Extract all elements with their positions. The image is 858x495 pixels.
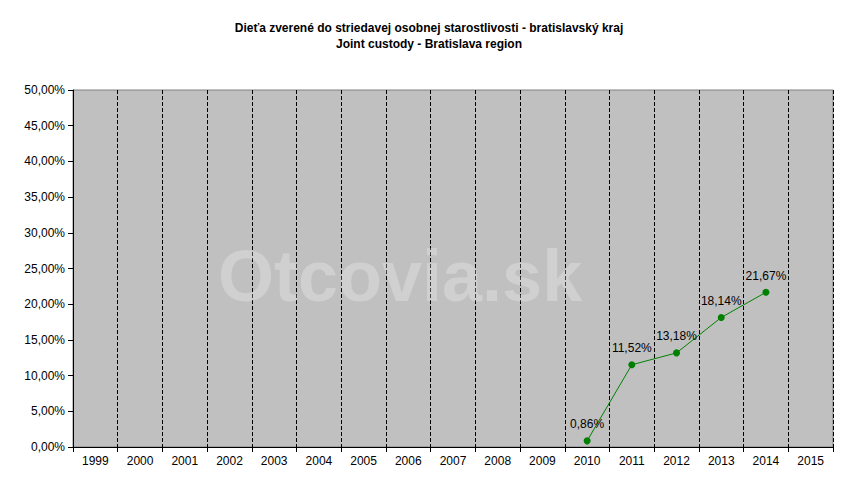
svg-text:18,14%: 18,14% <box>701 294 742 308</box>
svg-text:2010: 2010 <box>574 454 601 468</box>
svg-text:20,00%: 20,00% <box>24 297 65 311</box>
svg-text:Joint custody - Bratislava reg: Joint custody - Bratislava region <box>336 37 522 51</box>
svg-text:Dieťa zverené do striedavej os: Dieťa zverené do striedavej osobnej star… <box>235 21 624 35</box>
svg-text:45,00%: 45,00% <box>24 119 65 133</box>
svg-text:50,00%: 50,00% <box>24 83 65 97</box>
svg-text:0,00%: 0,00% <box>31 440 65 454</box>
svg-text:2000: 2000 <box>127 454 154 468</box>
svg-text:15,00%: 15,00% <box>24 333 65 347</box>
svg-text:5,00%: 5,00% <box>31 404 65 418</box>
svg-text:2011: 2011 <box>619 454 645 468</box>
svg-text:2009: 2009 <box>529 454 556 468</box>
svg-text:11,52%: 11,52% <box>612 341 652 355</box>
svg-text:2005: 2005 <box>350 454 377 468</box>
svg-text:2012: 2012 <box>663 454 690 468</box>
svg-text:2004: 2004 <box>306 454 333 468</box>
svg-text:1999: 1999 <box>82 454 109 468</box>
svg-text:2002: 2002 <box>216 454 243 468</box>
svg-text:21,67%: 21,67% <box>746 269 787 283</box>
svg-text:13,18%: 13,18% <box>656 329 697 343</box>
svg-text:10,00%: 10,00% <box>24 369 65 383</box>
svg-text:40,00%: 40,00% <box>24 154 65 168</box>
svg-text:2013: 2013 <box>708 454 735 468</box>
svg-text:2003: 2003 <box>261 454 288 468</box>
svg-text:2006: 2006 <box>395 454 422 468</box>
svg-text:Otcovia.sk: Otcovia.sk <box>218 236 583 316</box>
svg-text:35,00%: 35,00% <box>24 190 65 204</box>
svg-text:2015: 2015 <box>797 454 824 468</box>
svg-text:25,00%: 25,00% <box>24 262 65 276</box>
svg-text:2001: 2001 <box>171 454 198 468</box>
svg-text:2008: 2008 <box>484 454 511 468</box>
svg-text:2007: 2007 <box>440 454 467 468</box>
svg-text:2014: 2014 <box>753 454 780 468</box>
svg-text:30,00%: 30,00% <box>24 226 65 240</box>
svg-text:0,86%: 0,86% <box>570 417 604 431</box>
